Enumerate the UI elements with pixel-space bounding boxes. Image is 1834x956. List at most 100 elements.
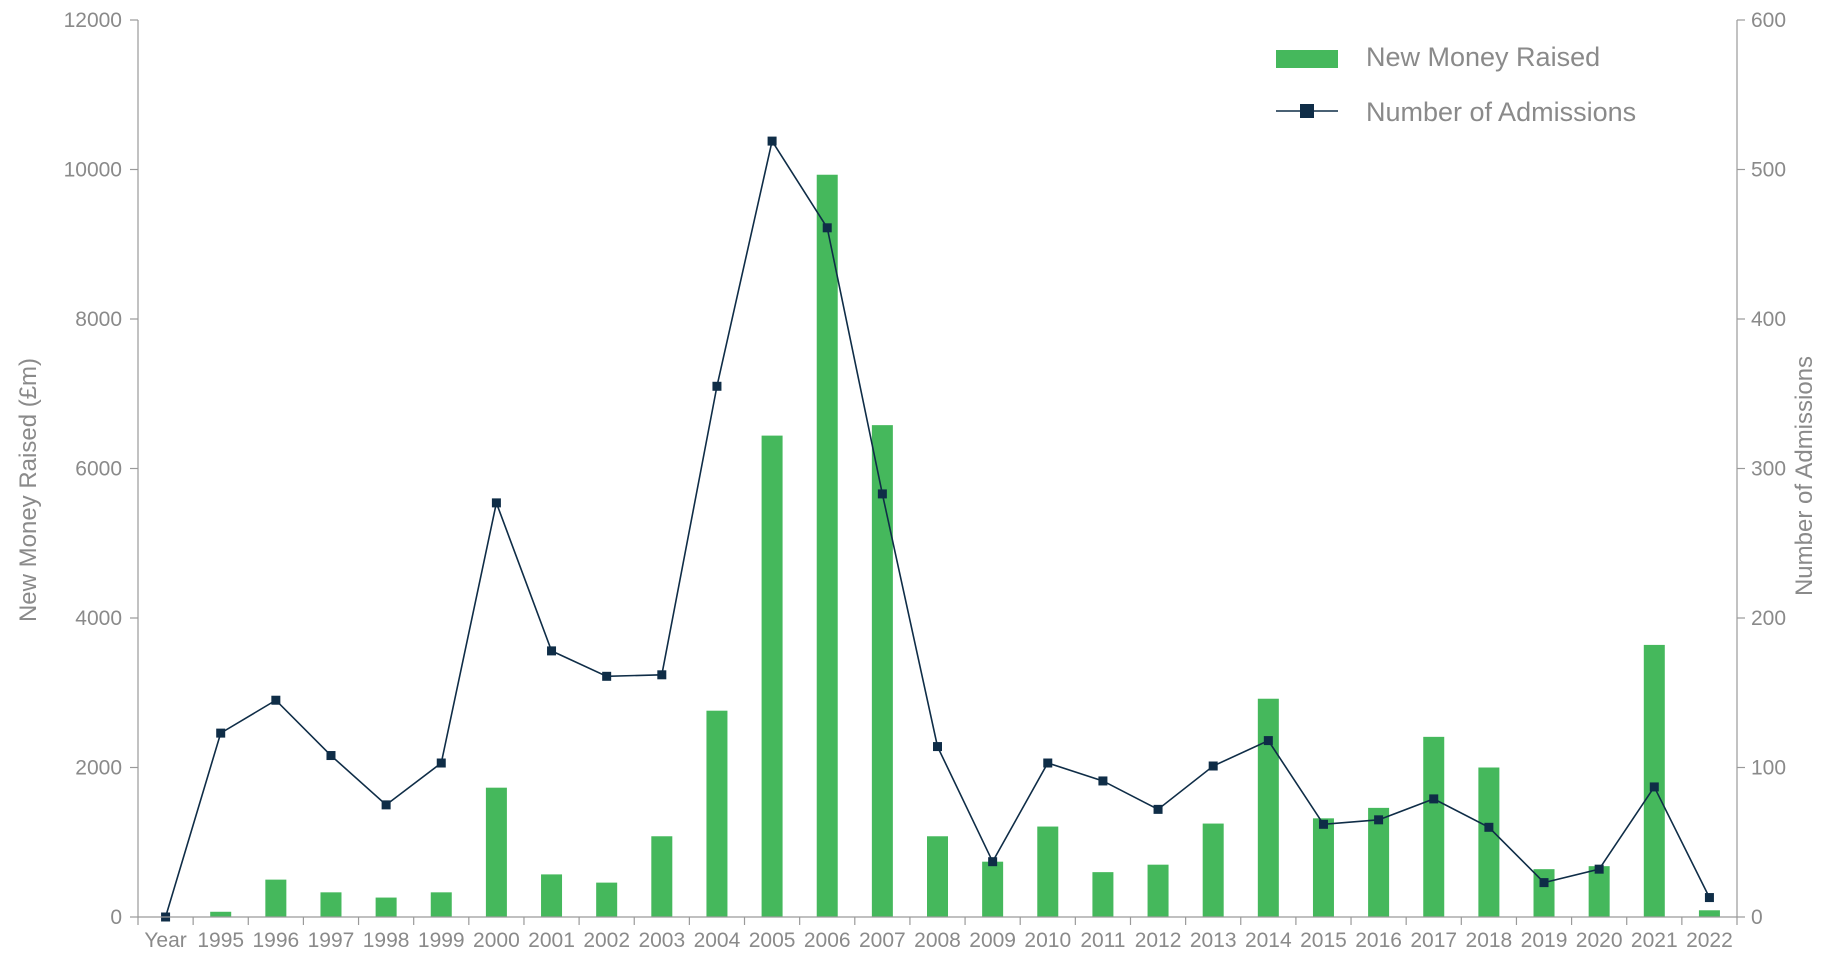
x-tick-label: 2002 <box>583 929 630 951</box>
x-tick-label: 2000 <box>473 929 520 951</box>
legend: New Money Raised Number of Admissions <box>1276 42 1636 127</box>
bar-new-money-raised <box>430 892 452 917</box>
x-tick-label: 1999 <box>418 929 465 951</box>
legend-label-number-of-admissions: Number of Admissions <box>1366 97 1636 127</box>
bar-new-money-raised <box>1478 767 1500 917</box>
bar-new-money-raised <box>1147 864 1169 917</box>
y-tick-label-left: 6000 <box>75 458 122 481</box>
point-number-of-admissions <box>822 223 832 233</box>
bar-new-money-raised <box>1037 826 1059 917</box>
x-tick-label: 2021 <box>1631 929 1678 951</box>
point-number-of-admissions <box>1098 776 1108 786</box>
x-tick-label: 2017 <box>1410 929 1457 951</box>
x-tick-label: 2018 <box>1466 929 1513 951</box>
point-number-of-admissions <box>1649 782 1659 792</box>
y-tick-label-right: 600 <box>1751 9 1786 32</box>
legend-swatch-bar <box>1276 50 1338 68</box>
y-axis-title-right: Number of Admissions <box>1791 356 1818 596</box>
point-number-of-admissions <box>602 671 612 681</box>
bar-new-money-raised <box>1092 872 1114 917</box>
point-number-of-admissions <box>1429 794 1439 804</box>
y-tick-label-right: 0 <box>1751 906 1763 929</box>
x-tick-label: 2012 <box>1135 929 1182 951</box>
bar-new-money-raised <box>982 861 1004 917</box>
point-number-of-admissions <box>326 751 336 761</box>
point-number-of-admissions <box>988 857 998 867</box>
point-number-of-admissions <box>1153 804 1163 814</box>
y-tick-label-left: 8000 <box>75 308 122 331</box>
x-tick-label: 1996 <box>252 929 299 951</box>
x-tick-label: 2015 <box>1300 929 1347 951</box>
point-number-of-admissions <box>657 670 667 680</box>
bar-new-money-raised <box>320 892 342 917</box>
point-number-of-admissions <box>1263 736 1273 746</box>
legend-swatch-marker <box>1300 104 1314 118</box>
point-number-of-admissions <box>1374 815 1384 825</box>
point-number-of-admissions <box>271 695 281 705</box>
bar-new-money-raised <box>871 425 893 917</box>
y-tick-label-left: 10000 <box>64 159 122 182</box>
bars-layer <box>210 174 1720 918</box>
y-tick-label-right: 400 <box>1751 308 1786 331</box>
x-tick-label: 2009 <box>969 929 1016 951</box>
y-tick-label-left: 0 <box>110 906 122 929</box>
y-tick-label-right: 100 <box>1751 757 1786 780</box>
point-number-of-admissions <box>1208 761 1218 771</box>
x-tick-label: 2003 <box>638 929 685 951</box>
bar-new-money-raised <box>1698 910 1720 917</box>
bar-new-money-raised <box>651 836 673 917</box>
bar-new-money-raised <box>1368 807 1390 917</box>
x-tick-label: 2001 <box>528 929 575 951</box>
bar-new-money-raised <box>375 897 397 917</box>
point-number-of-admissions <box>1484 822 1494 832</box>
bar-new-money-raised <box>816 174 838 918</box>
bar-new-money-raised <box>706 710 728 917</box>
x-tick-label: 2022 <box>1686 929 1733 951</box>
x-tick-label: 2014 <box>1245 929 1292 951</box>
bar-new-money-raised <box>1202 823 1224 917</box>
point-number-of-admissions <box>1704 893 1714 903</box>
bar-new-money-raised <box>1423 736 1445 917</box>
bar-new-money-raised <box>485 787 507 917</box>
line-number-of-admissions <box>164 139 1711 918</box>
point-number-of-admissions <box>381 800 391 810</box>
bar-new-money-raised <box>596 882 618 917</box>
point-number-of-admissions <box>491 498 501 508</box>
x-tick-label: 1997 <box>308 929 355 951</box>
point-number-of-admissions <box>436 758 446 768</box>
x-tick-label: 2016 <box>1355 929 1402 951</box>
x-tick-label: Year <box>144 929 186 951</box>
point-number-of-admissions <box>877 489 887 499</box>
y-tick-label-right: 500 <box>1751 159 1786 182</box>
x-tick-label: 1998 <box>363 929 410 951</box>
point-number-of-admissions <box>1594 864 1604 874</box>
point-number-of-admissions <box>216 728 226 738</box>
bar-new-money-raised <box>1257 698 1279 917</box>
point-number-of-admissions <box>712 381 722 391</box>
point-number-of-admissions <box>933 742 942 752</box>
point-number-of-admissions <box>1539 878 1549 888</box>
bar-new-money-raised <box>761 435 783 917</box>
bar-new-money-raised <box>265 879 287 917</box>
y-tick-label-right: 200 <box>1751 607 1786 630</box>
bar-new-money-raised <box>1643 644 1665 917</box>
legend-label-new-money-raised: New Money Raised <box>1366 42 1600 72</box>
axes-layer: 0 2000 4000 6000 8000 10000 12000 0 100 200 300 400… <box>64 9 1786 952</box>
bar-new-money-raised <box>927 836 948 917</box>
x-tick-label: 2013 <box>1190 929 1237 951</box>
x-tick-label: 2019 <box>1521 929 1568 951</box>
point-number-of-admissions <box>547 646 557 656</box>
x-tick-label: 2007 <box>859 929 906 951</box>
x-tick-label: 1995 <box>197 929 244 951</box>
x-tick-label: 2020 <box>1576 929 1623 951</box>
point-number-of-admissions <box>1043 758 1053 768</box>
point-number-of-admissions <box>1318 819 1328 829</box>
y-tick-label-left: 4000 <box>75 607 122 630</box>
line-layer <box>161 136 1714 922</box>
x-tick-label: 2004 <box>694 929 741 951</box>
x-tick-label: 2010 <box>1024 929 1071 951</box>
x-tick-label: 2008 <box>914 929 961 951</box>
y-tick-label-left: 12000 <box>64 9 122 32</box>
